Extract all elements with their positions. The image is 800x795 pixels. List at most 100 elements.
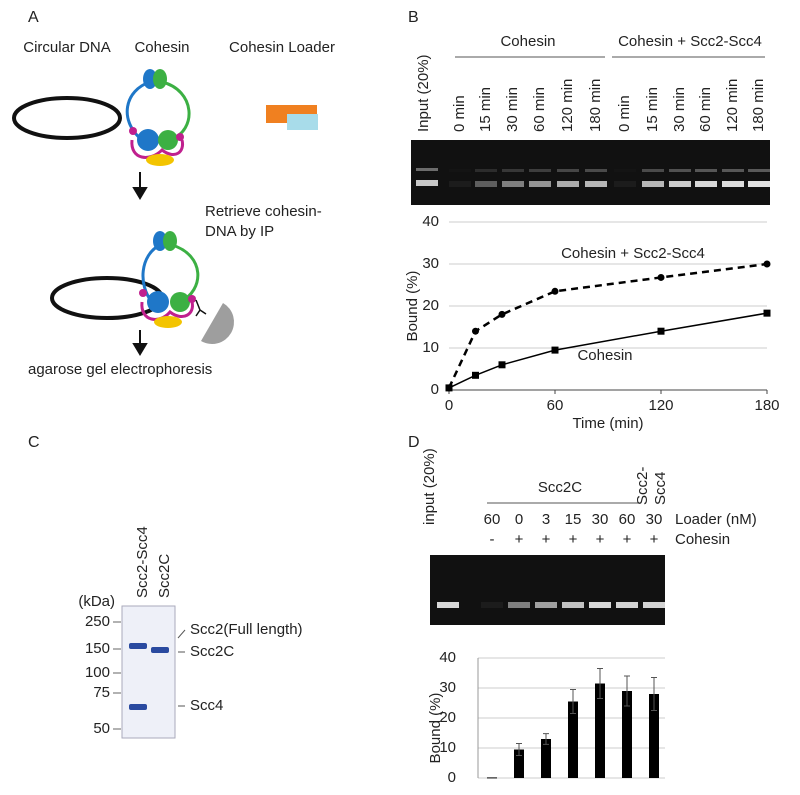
y-axis-label: Bound (%) xyxy=(404,271,421,342)
point xyxy=(472,371,479,379)
gel-band xyxy=(695,181,717,187)
group-label: Cohesin xyxy=(500,33,555,50)
band-label: Scc4 xyxy=(190,697,223,714)
gel-band xyxy=(642,169,664,172)
bar xyxy=(541,739,551,778)
point xyxy=(498,361,506,369)
marker-label: 150 xyxy=(85,640,110,657)
cohesin-icon xyxy=(125,69,191,166)
label: Cohesin Loader xyxy=(229,39,335,56)
gel-band xyxy=(529,181,551,187)
dna-ring xyxy=(50,276,164,320)
lane-label: 30 min xyxy=(504,87,521,132)
arrow xyxy=(132,172,148,356)
lane-label: 30 min xyxy=(671,87,688,132)
gel-band xyxy=(614,169,636,172)
label: Cohesin xyxy=(134,39,189,56)
panel-label: B xyxy=(408,9,419,26)
gel-band xyxy=(475,169,497,172)
gel-band xyxy=(129,704,147,710)
marker-label: 100 xyxy=(85,664,110,681)
group-label: Cohesin + Scc2-Scc4 xyxy=(618,33,762,50)
bar xyxy=(649,694,659,778)
gel-band xyxy=(616,602,638,608)
gel-band xyxy=(589,602,611,608)
marker-label: 250 xyxy=(85,613,110,630)
dna-ring xyxy=(12,96,122,140)
lane-label: + xyxy=(596,531,605,548)
band-pointer xyxy=(177,629,186,639)
lane-label: - xyxy=(490,531,495,548)
lane-label: Input (20%) xyxy=(415,54,432,132)
series-label: Cohesin xyxy=(577,347,632,364)
lane-label: + xyxy=(650,531,659,548)
y-tick-label: 40 xyxy=(439,649,456,666)
lane-label: 0 min xyxy=(616,95,633,132)
lane-label: + xyxy=(515,531,524,548)
gel-band xyxy=(562,602,584,608)
lane-label: 60 xyxy=(619,511,636,528)
gel-band xyxy=(416,168,438,171)
lane-label: 30 xyxy=(592,511,609,528)
y-tick-label: 40 xyxy=(422,213,439,230)
marker-label: 75 xyxy=(93,684,110,701)
bar xyxy=(622,691,632,778)
error-bar xyxy=(543,733,549,745)
point xyxy=(763,309,771,317)
loader-icon xyxy=(287,114,318,130)
lane-label: Scc2-Scc4 xyxy=(134,526,151,598)
band-label: Scc2C xyxy=(190,643,234,660)
gel-band xyxy=(669,181,691,187)
lane-label: 60 xyxy=(484,511,501,528)
gel-band xyxy=(585,181,607,187)
error-bar xyxy=(516,743,522,756)
y-tick-label: 0 xyxy=(431,381,439,398)
gel-image xyxy=(121,605,176,739)
gel-image xyxy=(430,555,665,625)
series-line xyxy=(448,312,768,389)
lane-label: 180 min xyxy=(587,79,604,132)
x-axis-label: Time (min) xyxy=(572,415,643,432)
point xyxy=(551,346,559,354)
gel-band xyxy=(642,181,664,187)
x-tick-label: 60 xyxy=(547,397,564,414)
point xyxy=(657,327,665,335)
group-label: Scc2- xyxy=(634,467,651,505)
point xyxy=(657,273,665,281)
x-tick-label: 120 xyxy=(648,397,673,414)
gel-band xyxy=(151,647,169,653)
gel-band xyxy=(416,180,438,186)
lane-label: 60 min xyxy=(531,87,548,132)
lane-label: 60 min xyxy=(697,87,714,132)
lane-label: 30 xyxy=(646,511,663,528)
error-bar xyxy=(570,689,576,714)
lane-label: 15 xyxy=(565,511,582,528)
lane-label: 0 min xyxy=(451,95,468,132)
label: Circular DNA xyxy=(23,39,111,56)
bar xyxy=(568,701,578,778)
gel-band xyxy=(722,169,744,172)
panel-label: C xyxy=(28,434,40,451)
bar xyxy=(514,749,524,778)
gel-band xyxy=(502,181,524,187)
panel-label: D xyxy=(408,434,420,451)
row-label: Cohesin xyxy=(675,531,730,548)
x-tick-label: 0 xyxy=(445,397,453,414)
y-tick-label: 20 xyxy=(422,297,439,314)
label: DNA by IP xyxy=(205,223,274,240)
gel-band xyxy=(695,169,717,172)
gel-band xyxy=(529,169,551,172)
gel-band xyxy=(585,169,607,172)
y-tick-label: 10 xyxy=(439,739,456,756)
lane-label: 120 min xyxy=(724,79,741,132)
point xyxy=(551,287,559,295)
gel-band xyxy=(535,602,557,608)
error-bar xyxy=(597,668,603,699)
gel-band xyxy=(437,602,459,608)
x-tick-label: 180 xyxy=(754,397,779,414)
error-bar xyxy=(651,677,657,711)
lane-label: 15 min xyxy=(477,87,494,132)
y-tick-label: 0 xyxy=(448,769,456,786)
panel-label: A xyxy=(28,9,39,26)
